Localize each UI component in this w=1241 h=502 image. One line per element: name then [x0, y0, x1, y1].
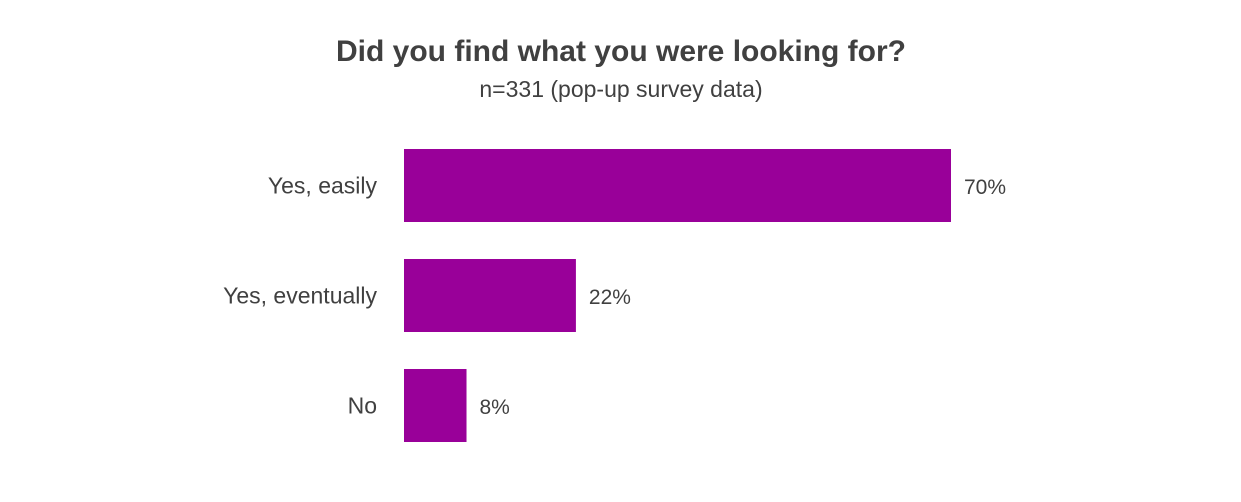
value-label-yes-eventually: 22%	[589, 286, 631, 309]
bars-group: Yes, easily 70% Yes, eventually 22% No 8%	[223, 149, 1006, 442]
category-label-no: No	[348, 393, 377, 419]
bar-yes-easily	[404, 149, 951, 222]
chart-subtitle: n=331 (pop-up survey data)	[479, 76, 762, 102]
bar-no	[404, 369, 467, 442]
value-label-yes-easily: 70%	[964, 176, 1006, 199]
value-label-no: 8%	[480, 396, 510, 419]
category-label-yes-easily: Yes, easily	[268, 173, 378, 199]
chart-title: Did you find what you were looking for?	[336, 35, 906, 68]
category-label-yes-eventually: Yes, eventually	[223, 283, 377, 309]
bar-yes-eventually	[404, 259, 576, 332]
